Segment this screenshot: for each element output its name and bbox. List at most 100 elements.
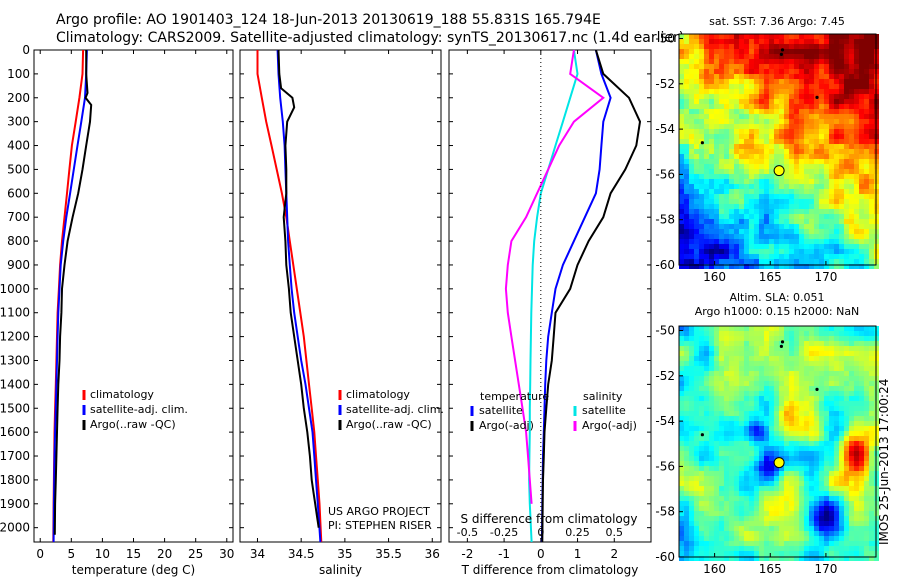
island-marker	[700, 433, 704, 437]
x-axis-label-top: S difference from climatology	[461, 512, 638, 526]
y-tick-label: 1800	[0, 473, 30, 487]
island-marker	[780, 340, 785, 344]
x-tick-label: 0	[36, 547, 44, 561]
map-y-tick-label: -60	[655, 550, 675, 564]
x-tick-label-top: -0.5	[457, 526, 478, 539]
y-tick-label: 200	[7, 91, 30, 105]
x-tick-label: 34.5	[288, 547, 315, 561]
map-x-tick-label: 170	[814, 270, 837, 284]
y-tick-label: 300	[7, 115, 30, 129]
sla-map-title-line-1: Altim. SLA: 0.051	[729, 291, 824, 304]
argo-float-marker	[773, 457, 785, 469]
y-tick-label: 800	[7, 234, 30, 248]
x-tick-label: 5	[67, 547, 75, 561]
x-axis-label: salinity	[319, 563, 362, 577]
x-axis-label: temperature (deg C)	[72, 563, 195, 577]
island-marker	[815, 387, 819, 392]
x-tick-label: 35.5	[375, 547, 402, 561]
project-pi: PI: STEPHEN RISER	[328, 519, 432, 532]
y-tick-label: 1300	[0, 353, 30, 367]
title-line-2: Climatology: CARS2009. Satellite-adjuste…	[56, 30, 685, 46]
map-x-tick-label: 170	[814, 562, 837, 576]
y-tick-label: 1700	[0, 449, 30, 463]
y-tick-label: 1400	[0, 377, 30, 391]
y-tick-label: 1500	[0, 401, 30, 415]
map-frame-3	[678, 33, 877, 266]
x-tick-label-top: 0.5	[606, 526, 624, 539]
legend-header-salinity: salinity	[583, 390, 623, 403]
y-tick-label: 900	[7, 258, 30, 272]
y-tick-label: 700	[7, 210, 30, 224]
x-tick-label-top: 0.25	[565, 526, 590, 539]
series-line-climatology	[256, 50, 323, 543]
legend-entry: climatology	[346, 388, 410, 401]
legend-header-temperature: temperature	[480, 390, 549, 403]
heatmap-cells-4	[679, 326, 879, 561]
title-line-1: Argo profile: AO 1901403_124 18-Jun-2013…	[56, 12, 601, 28]
map-y-tick-label: -52	[655, 77, 675, 91]
y-tick-label: 1900	[0, 497, 30, 511]
island-marker	[779, 344, 783, 348]
plot-frame-1	[239, 49, 442, 543]
plot-frame-0	[33, 49, 234, 543]
map-frame-4	[678, 325, 877, 558]
x-tick-label: -1	[498, 547, 510, 561]
series-line-argo-raw-qc-	[277, 49, 320, 528]
y-tick-label: 0	[22, 43, 30, 57]
map-y-tick-label: -58	[655, 213, 675, 227]
x-tick-label: 1	[574, 547, 582, 561]
map-y-tick-label: -60	[655, 258, 675, 272]
series-line-argo-adj-	[504, 49, 605, 504]
y-tick-label: 400	[7, 139, 30, 153]
map-y-tick-label: -56	[655, 167, 675, 181]
legend-entry: Argo(..raw -QC)	[346, 418, 432, 431]
map-y-tick-label: -56	[655, 459, 675, 473]
x-tick-label: 2	[610, 547, 618, 561]
y-tick-label: 1100	[0, 306, 30, 320]
sst-map-title: sat. SST: 7.36 Argo: 7.45	[709, 15, 845, 28]
legend-entry: satellite	[479, 404, 523, 417]
map-x-tick-label: 160	[703, 270, 726, 284]
imos-timestamp: IMOS 25-Jun-2013 17:00:24	[877, 378, 891, 545]
x-tick-label-top: 0	[537, 526, 544, 539]
x-tick-label: 10	[95, 547, 110, 561]
plot-frame-2	[448, 49, 652, 543]
y-tick-label: 1200	[0, 330, 30, 344]
island-marker	[779, 52, 783, 56]
map-x-tick-label: 165	[759, 270, 782, 284]
x-tick-label: -2	[461, 547, 473, 561]
legend-entry: climatology	[90, 388, 154, 401]
x-tick-label: 34	[250, 547, 265, 561]
heatmap-cells-3	[679, 34, 879, 269]
map-y-tick-label: -54	[655, 122, 675, 136]
map-y-tick-label: -50	[655, 32, 675, 46]
map-x-tick-label: 165	[759, 562, 782, 576]
map-y-tick-label: -50	[655, 324, 675, 338]
x-tick-label: 30	[219, 547, 234, 561]
x-tick-label: 35	[337, 547, 352, 561]
legend-entry: satellite-adj. clim.	[90, 403, 188, 416]
map-y-tick-label: -52	[655, 369, 675, 383]
legend-entry: Argo(-adj)	[582, 419, 637, 432]
x-tick-label: 36	[425, 547, 440, 561]
map-y-tick-label: -54	[655, 414, 675, 428]
series-line-satellite-adj-clim-	[276, 49, 322, 543]
island-marker	[700, 141, 704, 145]
x-tick-label: 0	[537, 547, 545, 561]
island-marker	[780, 48, 785, 52]
series-line-argo-raw-qc-	[53, 50, 93, 535]
legend-entry: satellite	[582, 404, 626, 417]
y-tick-label: 2000	[0, 521, 30, 535]
x-tick-label: 15	[126, 547, 141, 561]
x-tick-label: 25	[188, 547, 203, 561]
y-tick-label: 1600	[0, 425, 30, 439]
map-x-tick-label: 160	[703, 562, 726, 576]
x-tick-label-top: -0.25	[490, 526, 518, 539]
y-tick-label: 500	[7, 162, 30, 176]
series-line-satellite	[528, 49, 579, 543]
series-line-argo-adj-	[541, 49, 642, 543]
y-tick-label: 100	[7, 67, 30, 81]
x-tick-label: 20	[157, 547, 172, 561]
island-marker	[815, 95, 819, 100]
